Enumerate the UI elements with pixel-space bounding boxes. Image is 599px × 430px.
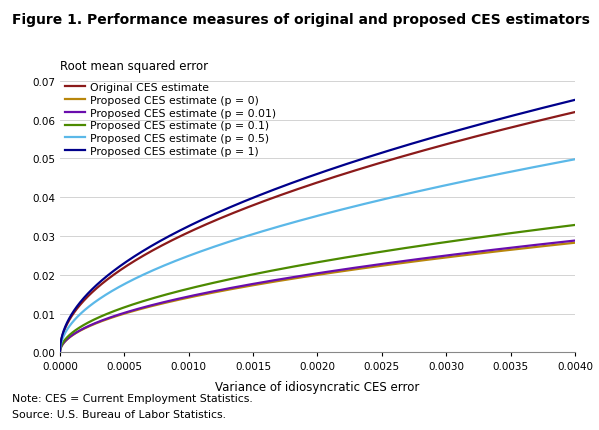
Proposed CES estimate (p = 1) — [462, 126, 469, 132]
Proposed CES estimate (p = 0.5) — [307, 215, 314, 221]
Text: Figure 1. Performance measures of original and proposed CES estimators: Figure 1. Performance measures of origin… — [12, 13, 590, 27]
Proposed CES estimate (p = 1) — [83, 293, 90, 298]
Original CES estimate — [293, 187, 300, 193]
Proposed CES estimate (p = 0.1) — [556, 225, 564, 230]
Proposed CES estimate (p = 1) — [307, 174, 314, 179]
Proposed CES estimate (p = 0.1) — [307, 261, 314, 267]
Proposed CES estimate (p = 0.01) — [56, 350, 63, 355]
Proposed CES estimate (p = 0.01) — [307, 272, 314, 277]
Line: Proposed CES estimate (p = 0.5): Proposed CES estimate (p = 0.5) — [60, 160, 575, 353]
Proposed CES estimate (p = 1) — [293, 179, 300, 184]
Proposed CES estimate (p = 0) — [83, 325, 90, 330]
Proposed CES estimate (p = 0) — [56, 350, 63, 355]
Proposed CES estimate (p = 1) — [571, 98, 579, 103]
Proposed CES estimate (p = 0) — [571, 240, 579, 246]
Original CES estimate — [556, 114, 564, 119]
Proposed CES estimate (p = 0) — [462, 253, 469, 258]
Proposed CES estimate (p = 1) — [556, 102, 564, 107]
Proposed CES estimate (p = 0.1) — [293, 264, 300, 269]
Proposed CES estimate (p = 0.1) — [56, 350, 63, 355]
Proposed CES estimate (p = 1) — [56, 350, 63, 355]
Proposed CES estimate (p = 0.5) — [571, 157, 579, 163]
Proposed CES estimate (p = 0.5) — [56, 350, 63, 355]
Proposed CES estimate (p = 0.5) — [462, 179, 469, 184]
Original CES estimate — [571, 110, 579, 115]
Line: Proposed CES estimate (p = 0.01): Proposed CES estimate (p = 0.01) — [60, 241, 575, 353]
Original CES estimate — [56, 350, 63, 355]
Proposed CES estimate (p = 0.5) — [556, 160, 564, 165]
Proposed CES estimate (p = 0.1) — [571, 223, 579, 228]
Proposed CES estimate (p = 0.5) — [556, 160, 564, 165]
Legend: Original CES estimate, Proposed CES estimate (p = 0), Proposed CES estimate (p =: Original CES estimate, Proposed CES esti… — [65, 83, 276, 157]
Proposed CES estimate (p = 0) — [307, 273, 314, 279]
Proposed CES estimate (p = 0.01) — [462, 251, 469, 256]
Line: Proposed CES estimate (p = 1): Proposed CES estimate (p = 1) — [60, 101, 575, 353]
Proposed CES estimate (p = 0.01) — [571, 238, 579, 243]
Original CES estimate — [556, 114, 564, 119]
Line: Proposed CES estimate (p = 0): Proposed CES estimate (p = 0) — [60, 243, 575, 353]
Proposed CES estimate (p = 0.5) — [293, 219, 300, 224]
Proposed CES estimate (p = 0.01) — [293, 274, 300, 280]
Text: Note: CES = Current Employment Statistics.: Note: CES = Current Employment Statistic… — [12, 393, 253, 403]
Line: Original CES estimate: Original CES estimate — [60, 113, 575, 353]
Text: Root mean squared error: Root mean squared error — [60, 60, 208, 73]
Line: Proposed CES estimate (p = 0.1): Proposed CES estimate (p = 0.1) — [60, 225, 575, 353]
Text: Source: U.S. Bureau of Labor Statistics.: Source: U.S. Bureau of Labor Statistics. — [12, 409, 226, 419]
X-axis label: Variance of idiosyncratic CES error: Variance of idiosyncratic CES error — [215, 380, 420, 393]
Proposed CES estimate (p = 0.5) — [83, 307, 90, 312]
Original CES estimate — [307, 183, 314, 188]
Proposed CES estimate (p = 0.01) — [556, 240, 564, 245]
Proposed CES estimate (p = 0.1) — [462, 237, 469, 243]
Proposed CES estimate (p = 1) — [556, 102, 564, 107]
Proposed CES estimate (p = 0) — [293, 276, 300, 281]
Original CES estimate — [83, 296, 90, 301]
Proposed CES estimate (p = 0.01) — [83, 325, 90, 330]
Proposed CES estimate (p = 0.1) — [83, 321, 90, 326]
Proposed CES estimate (p = 0) — [556, 242, 564, 247]
Proposed CES estimate (p = 0.01) — [556, 240, 564, 245]
Proposed CES estimate (p = 0.1) — [556, 225, 564, 230]
Proposed CES estimate (p = 0) — [556, 242, 564, 247]
Original CES estimate — [462, 137, 469, 142]
